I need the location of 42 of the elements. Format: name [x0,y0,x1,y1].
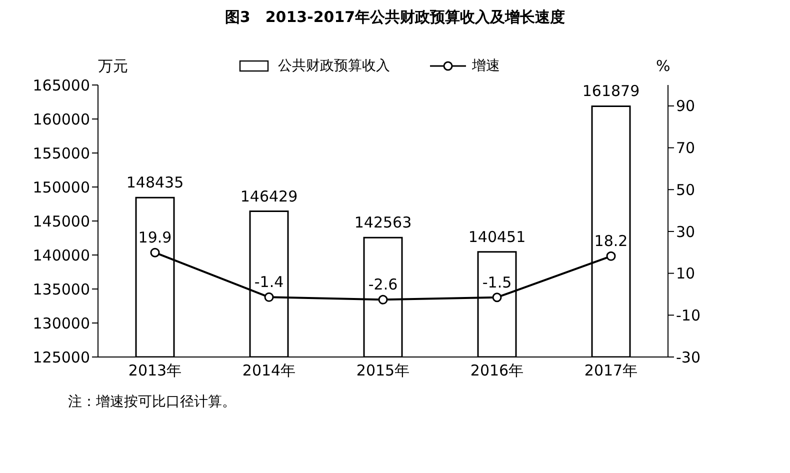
point [492,292,502,302]
y2-tick-label: 70 [676,139,696,158]
y2-tick-label: 50 [676,180,696,199]
y2-axis-title: % [656,57,670,75]
y-tick-label: 130000 [32,314,90,332]
data-label: -1.5 [482,273,512,292]
y2-tick-label: 30 [676,222,696,241]
legend-label: 增速 [471,57,500,75]
point [264,292,274,302]
x-tick-label: 2014年 [242,362,296,380]
y2-tick-label: -30 [676,348,700,366]
x-tick-label: 2013年 [128,362,182,380]
data-label: 146429 [240,187,298,206]
data-label: 142563 [354,214,412,232]
point [606,251,616,261]
data-label: 19.9 [138,228,172,247]
y-tick-label: 145000 [32,212,90,230]
point [150,248,160,258]
x-tick-label: 2016年 [470,362,524,380]
y-tick-label: 140000 [32,246,90,264]
y-tick-label: 155000 [32,144,90,162]
data-label: 18.2 [594,232,628,250]
x-tick-label: 2015年 [356,362,410,380]
y-tick-label: 160000 [32,110,90,128]
y2-tick-label: -10 [676,306,700,324]
y2-tick-label: 10 [676,264,696,283]
y-axis-title: 万元 [98,57,128,76]
point [378,294,388,304]
data-label: -2.6 [368,276,398,294]
y-tick-label: 150000 [32,178,90,196]
y-tick-label: 165000 [32,76,90,94]
y-tick-label: 135000 [32,280,90,298]
legend-label: 公共财政预算收入 [277,57,390,75]
data-label: 148435 [126,174,184,192]
data-label: -1.4 [254,273,284,292]
data-label: 161879 [582,82,640,100]
data-label: 140451 [468,228,526,246]
text: 注：增速按可比口径计算。 [68,393,237,411]
y-tick-label: 125000 [32,348,90,366]
x-tick-label: 2017年 [584,362,638,380]
chart-title: 图3 2013-2017年公共财政预算收入及增长速度 [224,8,566,27]
y2-tick-label: 90 [676,97,696,116]
